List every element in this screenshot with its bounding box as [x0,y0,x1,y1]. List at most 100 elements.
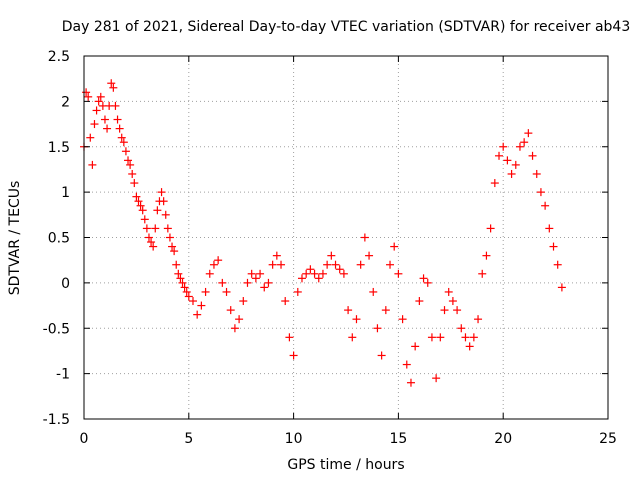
data-point [499,142,508,151]
data-point [310,269,319,278]
data-point [140,215,149,224]
data-point [528,151,537,160]
data-point [549,242,558,251]
y-tick-label: -0.5 [43,321,70,337]
data-point [406,378,415,387]
data-point [268,260,277,269]
data-point [419,274,428,283]
data-point [130,179,139,188]
data-point [260,283,269,292]
data-point [138,206,147,215]
y-tick-label: 0.5 [48,231,70,247]
data-point [149,242,158,251]
data-point [323,260,332,269]
data-point [515,142,524,151]
data-point [360,233,369,242]
data-point [381,306,390,315]
data-point [92,106,101,115]
data-point [180,283,189,292]
data-point [277,260,286,269]
data-point [369,287,378,296]
data-point [302,269,311,278]
data-point [113,115,122,124]
data-point [457,324,466,333]
data-point [272,251,281,260]
data-point [348,333,357,342]
x-tick-label: 25 [599,431,617,447]
y-tick-label: -1 [56,367,70,383]
data-point [281,297,290,306]
tick-labels: 0 5 10 15 20 25 -1.5 -1 -0.5 0 0.5 1 1.5 2 2.5 [43,49,617,447]
data-point [124,156,133,165]
x-tick-label: 5 [184,431,193,447]
data-point [335,265,344,274]
data-point [461,333,470,342]
data-point [490,179,499,188]
data-point [507,169,516,178]
data-point [365,251,374,260]
data-point [103,124,112,133]
data-point [136,201,145,210]
data-point [520,138,529,147]
data-point [440,306,449,315]
data-point [100,115,109,124]
data-point [94,97,103,106]
data-point [423,278,432,287]
x-tick-label: 15 [389,431,407,447]
data-point [226,306,235,315]
y-tick-label: 2 [61,94,70,110]
data-point [264,278,273,287]
data-point [172,260,181,269]
data-point [214,256,223,265]
data-point [411,342,420,351]
data-point [352,315,361,324]
data-point [84,92,93,101]
data-point [165,233,174,242]
data-point [126,160,135,169]
y-tick-label: 2.5 [48,49,70,65]
y-tick-label: -1.5 [43,412,70,428]
data-point [88,160,97,169]
data-point [111,101,120,110]
data-point [511,160,520,169]
data-point [239,297,248,306]
x-tick-label: 20 [494,431,512,447]
data-point [117,133,126,142]
data-point [297,274,306,283]
data-point [390,242,399,251]
data-point [218,278,227,287]
data-point [151,224,160,233]
data-point [306,265,315,274]
data-point [90,120,99,129]
data-point [427,333,436,342]
data-point [209,260,218,269]
data-point [344,306,353,315]
data-point [132,192,141,201]
axis-ticks [83,55,609,420]
data-point [163,224,172,233]
x-tick-label: 10 [285,431,303,447]
data-point [159,197,168,206]
data-point [144,233,153,242]
data-point [486,224,495,233]
data-point [536,188,545,197]
data-point [293,287,302,296]
data-point [331,260,340,269]
data-point [436,333,445,342]
data-point [373,324,382,333]
data-point [478,269,487,278]
data-point [415,297,424,306]
data-point [121,147,130,156]
data-point [541,201,550,210]
data-point [235,315,244,324]
data-point [82,88,91,97]
data-point [153,206,162,215]
data-point [230,324,239,333]
data-point [96,92,105,101]
data-point [482,251,491,260]
data-point [448,297,457,306]
data-point [377,351,386,360]
data-point [318,269,327,278]
data-point [557,283,566,292]
